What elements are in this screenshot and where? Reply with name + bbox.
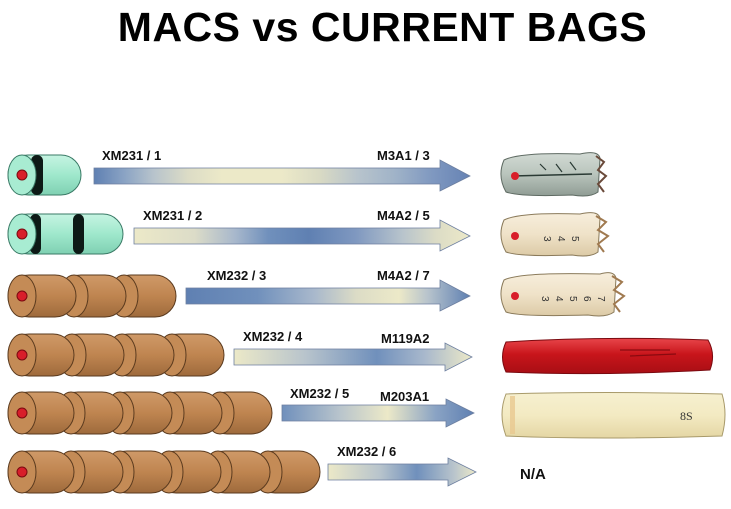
bag-label-1: M3A1 / 3 bbox=[377, 148, 430, 163]
primer-icon bbox=[16, 228, 28, 240]
row-6 bbox=[7, 450, 477, 494]
macs-label-3: XM232 / 3 bbox=[207, 268, 267, 283]
svg-text:3: 3 bbox=[539, 296, 550, 302]
primer-icon bbox=[16, 407, 28, 419]
current-bag-tan: 3 4 5 bbox=[500, 212, 610, 257]
row-2: 3 4 5 bbox=[7, 212, 610, 257]
svg-text:6: 6 bbox=[581, 296, 592, 302]
svg-text:7: 7 bbox=[595, 296, 606, 302]
svg-text:4: 4 bbox=[553, 296, 564, 302]
bag-label-4: M119A2 bbox=[381, 331, 430, 346]
primer-icon bbox=[16, 466, 28, 478]
row-5: 8S bbox=[7, 391, 726, 439]
arrow-5 bbox=[281, 398, 475, 428]
bag-marking: 8S bbox=[680, 409, 693, 423]
macs-label-5: XM232 / 5 bbox=[290, 386, 350, 401]
row-1 bbox=[7, 152, 608, 197]
svg-text:5: 5 bbox=[567, 296, 578, 302]
row-4 bbox=[7, 333, 714, 377]
current-bag-gray bbox=[500, 152, 608, 197]
svg-text:5: 5 bbox=[569, 236, 580, 242]
current-bag-red bbox=[502, 337, 714, 375]
row-3: 3 4 5 6 7 bbox=[7, 272, 626, 318]
xm232-module-stack bbox=[7, 274, 177, 318]
macs-label-2: XM231 / 2 bbox=[143, 208, 203, 223]
arrow-3 bbox=[185, 279, 471, 312]
xm232-module-stack bbox=[7, 450, 321, 494]
xm231-module-stack bbox=[7, 154, 82, 196]
primer-icon bbox=[16, 290, 28, 302]
current-bag-tan: 3 4 5 6 7 bbox=[500, 272, 626, 317]
module-band bbox=[73, 214, 84, 254]
macs-label-4: XM232 / 4 bbox=[243, 329, 303, 344]
not-applicable-label: N/A bbox=[520, 466, 546, 483]
primer-icon bbox=[16, 169, 28, 181]
macs-label-6: XM232 / 6 bbox=[337, 444, 397, 459]
xm232-module-stack bbox=[7, 333, 225, 377]
xm232-module-stack bbox=[7, 391, 273, 435]
current-bag-cream: 8S bbox=[501, 392, 726, 439]
arrow-2 bbox=[133, 219, 471, 252]
bag-label-5: M203A1 bbox=[380, 389, 430, 404]
bag-label-2: M4A2 / 5 bbox=[377, 208, 430, 223]
macs-label-1: XM231 / 1 bbox=[102, 148, 162, 163]
xm231-module-stack bbox=[7, 213, 124, 255]
page-title: MACS vs CURRENT BAGS bbox=[117, 4, 648, 50]
svg-text:4: 4 bbox=[555, 236, 566, 242]
arrow-4 bbox=[233, 342, 473, 372]
bag-label-3: M4A2 / 7 bbox=[377, 268, 430, 283]
arrow-1 bbox=[93, 159, 471, 192]
primer-icon bbox=[16, 349, 28, 361]
svg-text:3: 3 bbox=[541, 236, 552, 242]
arrow-6 bbox=[327, 457, 477, 487]
